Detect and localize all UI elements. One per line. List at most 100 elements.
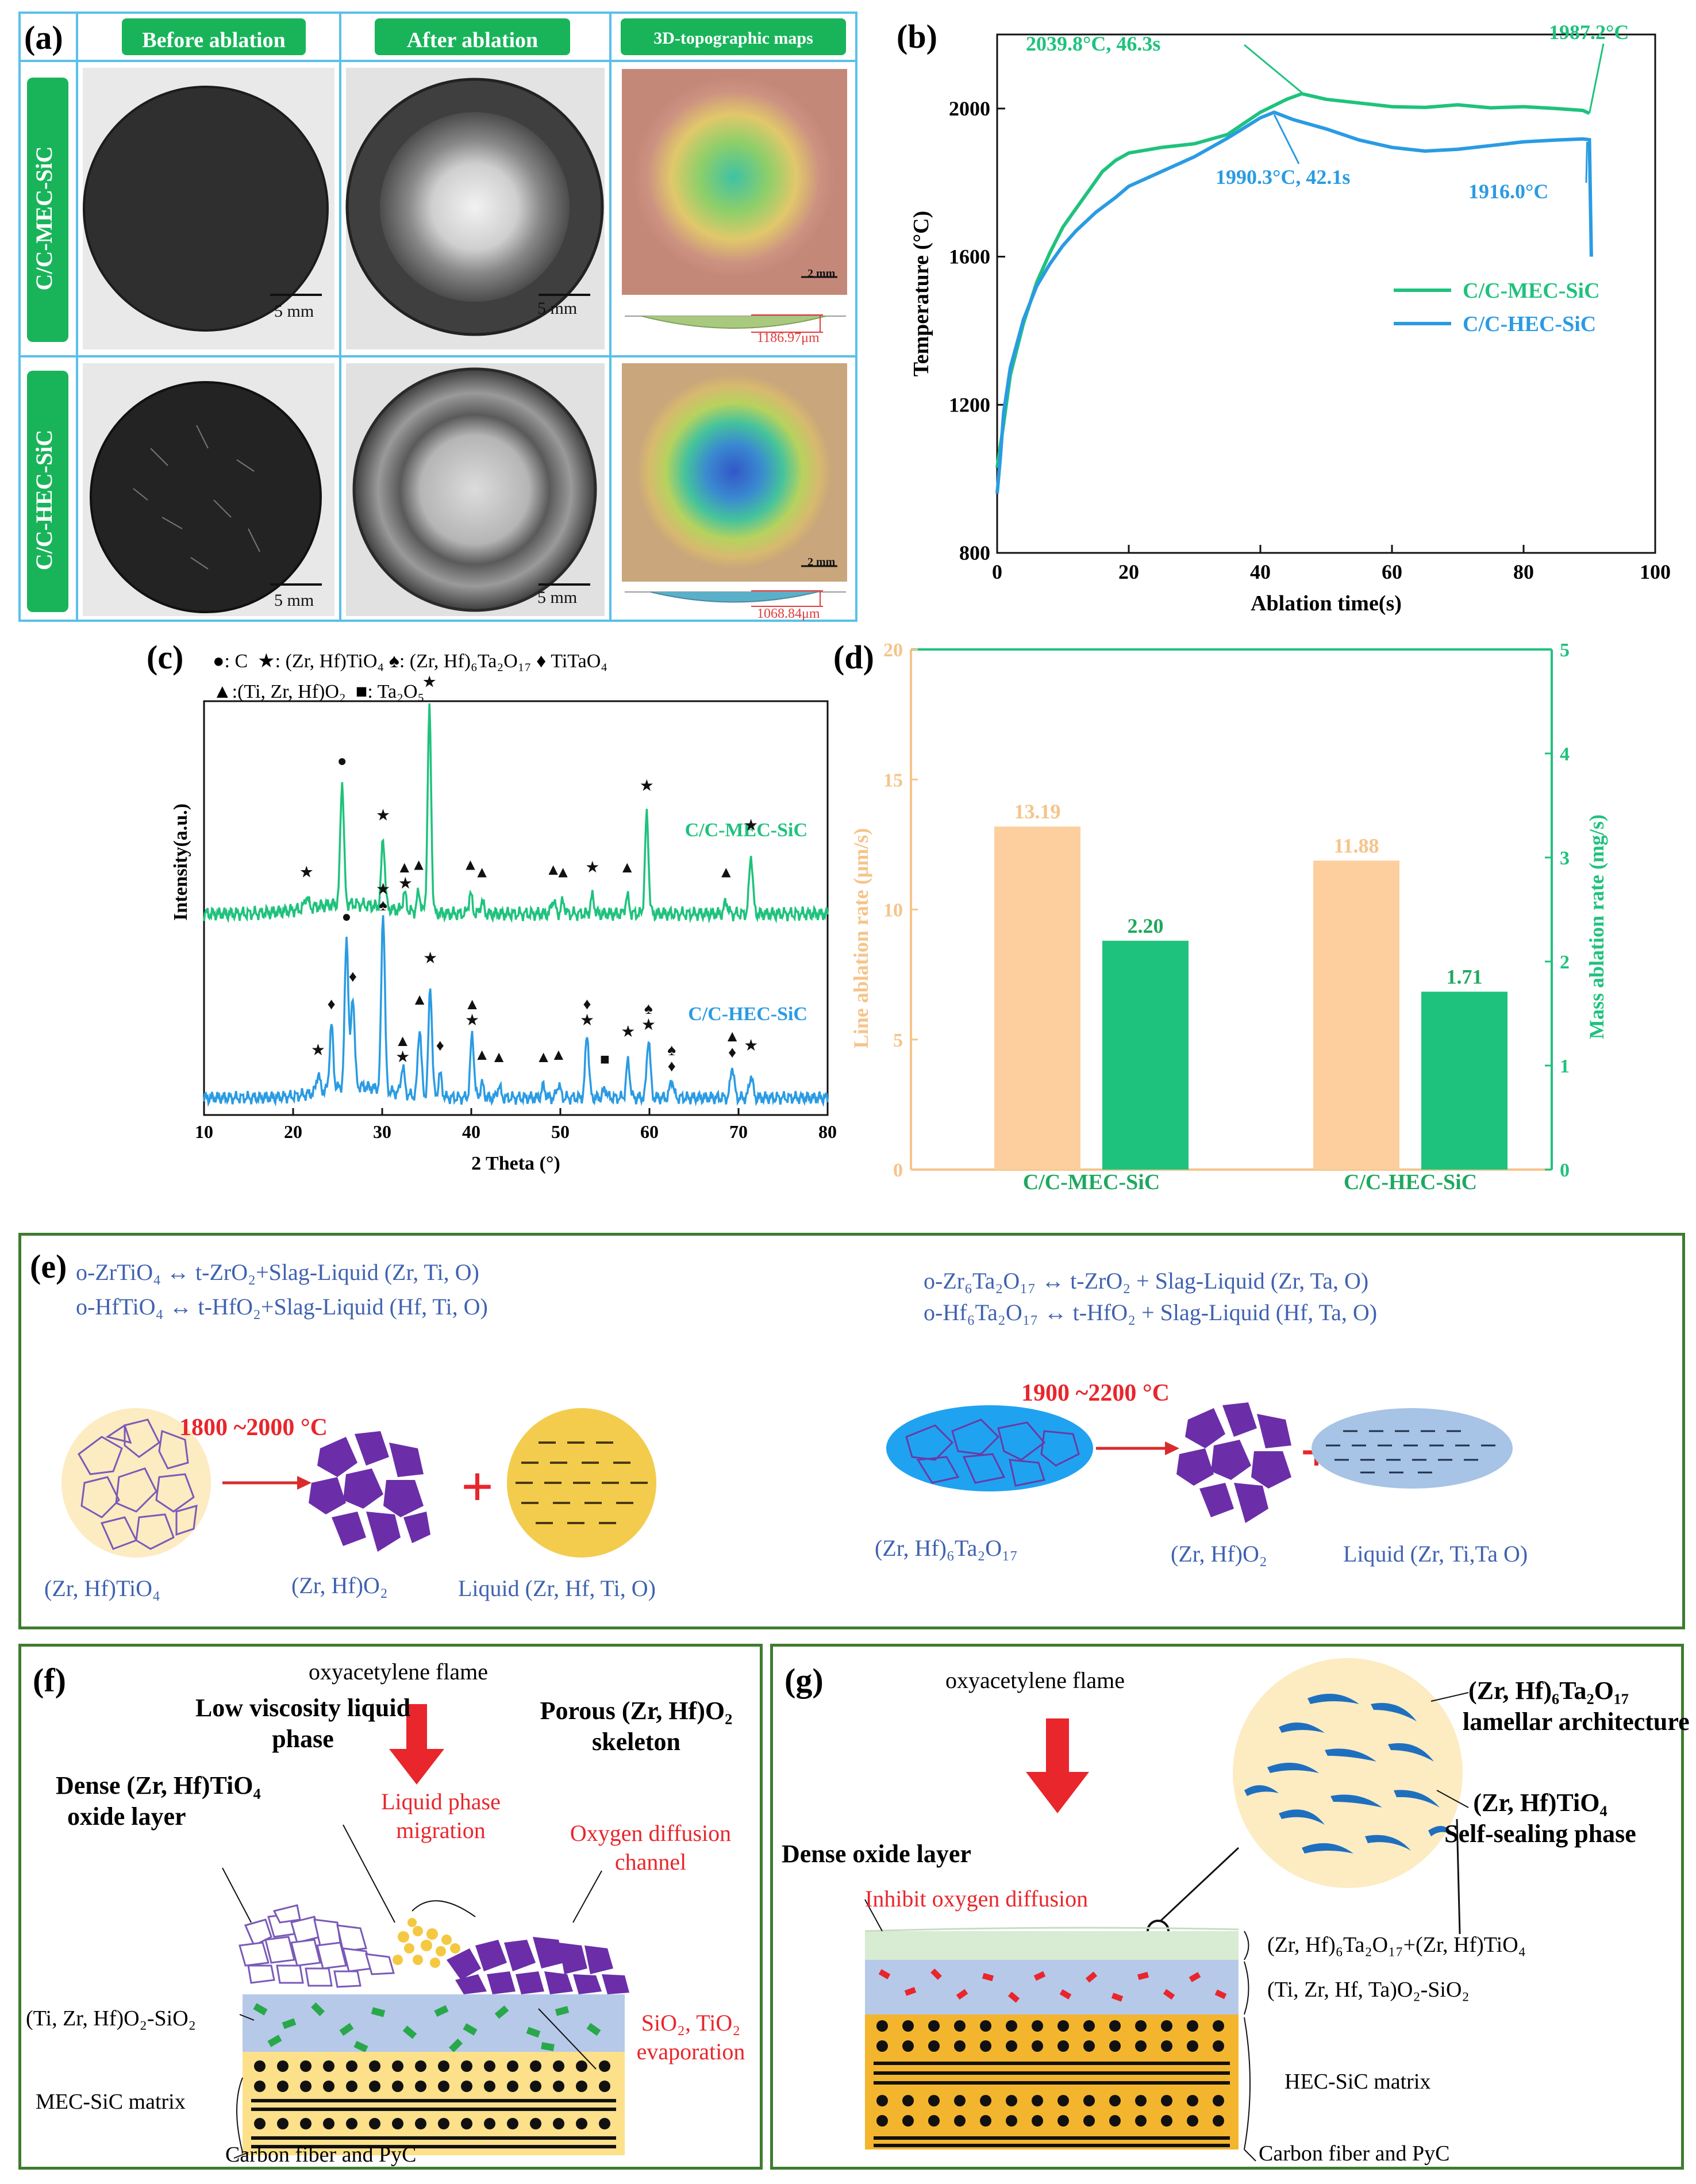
panel-f-label: (f) [33,1662,66,1699]
x-tick-label: 40 [1250,560,1271,583]
peak-marker: ★ [744,1037,758,1055]
panel-d-label: (d) [833,639,874,676]
peak-marker: ★ [641,1016,656,1034]
peak-marker: ▲ [724,1028,740,1045]
bar-value-label: 13.19 [1014,800,1061,823]
bar-line-ablation [994,826,1080,1170]
y-tick-label-left: 10 [883,900,903,921]
porous-label: Porous (Zr, Hf)O₂ skeleton [516,1695,757,1758]
x-tick-label: 40 [462,1121,480,1142]
peak-marker: ★ [311,1041,325,1059]
label-liquid-right: Liquid (Zr, Ti,Ta O) [1343,1541,1528,1567]
migration-line1: Liquid phase [381,1789,501,1814]
matrix-label: MEC-SiC matrix [36,2090,186,2114]
peak-marker: ♦ [668,1058,676,1075]
peak-marker: ■ [600,1051,610,1068]
annotation-hec-peak: 1990.3°C, 42.1s [1216,166,1350,189]
evap-line1: SiO₂, TiO₂ [641,2010,741,2036]
x-tick-label: 0 [992,560,1002,583]
panel-c-label: (c) [147,639,184,676]
bar-value-label: 2.20 [1128,914,1164,937]
selfseal-label: (Zr, Hf)TiO₄ Self-sealing phase [1411,1787,1670,1850]
oxy-line1: Oxygen diffusion [570,1820,732,1846]
evap-line2: evaporation [636,2039,745,2064]
peak-marker: ♦ [728,1044,736,1062]
oxide-layer-label: (Ti, Zr, Hf)O₂-SiO₂ [26,2006,196,2031]
lamellar-line2: lamellar architecture [1463,1708,1690,1736]
x-tick-label: 60 [1382,560,1402,583]
peak-marker: ▲ [718,864,734,882]
xrd-legend-line1: ●: C ★: (Zr, Hf)TiO₄ ♠: (Zr, Hf)₆Ta₂O₁₇ … [213,649,607,672]
peak-marker: ▲ [411,856,427,874]
legend-c-symbol: ● [213,651,225,672]
peak-marker: ★ [395,1048,410,1066]
oxygen-channel-label: Oxygen diffusion channel [553,1819,748,1877]
equation-left-2: o-HfTiO₄ ↔ t-HfO₂+Slag-Liquid (Hf, Ti, O… [76,1294,488,1320]
xrd-series-label: C/C-MEC-SiC [685,820,807,841]
legend-triangle-text: :(Ti, Zr, Hf)O₂ [232,681,346,702]
peak-marker: ● [337,752,347,770]
y-axis-label-right: Mass ablation rate (mg/s) [1585,814,1608,1039]
y-tick-label-right: 5 [1560,640,1570,661]
depth-label-mec: 1186.97μm [757,330,820,345]
bar-value-label: 1.71 [1447,965,1483,988]
panel-g: (g) oxyacetylene flame Dense oxide layer… [770,1644,1690,2170]
y-tick-label-right: 3 [1560,848,1570,869]
mid-layer-label: (Ti, Zr, Hf, Ta)O₂-SiO₂ [1267,1978,1470,2002]
peak-marker: ▲ [397,859,413,876]
legend-spade-text: : (Zr, Hf)₆Ta₂O₁₇ [399,651,532,672]
y-tick-label-left: 0 [893,1160,903,1181]
peak-marker: ★ [376,880,390,898]
peak-marker: ★ [585,859,599,876]
low-viscosity-label: Low viscosity liquid phase [142,1693,464,1755]
peak-marker: ▲ [545,861,562,879]
y-tick-label-right: 0 [1560,1160,1570,1181]
peak-marker: ▲ [491,1048,507,1066]
equation-left-1: o-ZrTiO₄ ↔ t-ZrO₂+Slag-Liquid (Zr, Ti, O… [76,1259,479,1285]
legend-star-text: : (Zr, Hf)TiO₄ [275,651,384,672]
x-tick-label: 60 [640,1121,659,1142]
lamellar-line1: (Zr, Hf)₆Ta₂O₁₇ [1468,1677,1629,1705]
selfseal-line1: (Zr, Hf)TiO₄ [1473,1789,1607,1817]
x-tick-label: 100 [1640,560,1671,583]
y-axis-label: Intensity(a.u.) [170,803,191,921]
porous-line2: skeleton [592,1728,680,1756]
label-zrhf6ta2o17: (Zr, Hf)₆Ta₂O₁₇ [875,1535,1018,1561]
panel-g-label: (g) [784,1662,824,1699]
legend-square-text: : Ta₂O₅ [367,681,425,702]
inhibit-label: Inhibit oxygen diffusion [865,1886,1089,1912]
top-layer-label: (Zr, Hf)₆Ta₂O₁₇+(Zr, Hf)TiO₄ [1267,1933,1526,1957]
series-line-mec [995,91,1590,468]
peak-marker: ★ [376,807,390,825]
panel-a-svg [18,11,857,622]
annotation-leader [1273,114,1300,164]
peak-marker: ★ [423,949,437,967]
annotation-mec-end: 1987.2°C [1549,21,1629,44]
migration-label: Liquid phase migration [372,1787,510,1845]
temperature-chart: 0 20 40 60 80 100 800 1200 1600 2000 Ablation time… [909,21,1671,616]
peak-marker: ★ [640,777,654,795]
x-axis-label: 2 Theta (°) [471,1153,560,1174]
peak-marker: ▲ [411,991,428,1009]
peak-marker: ♦ [328,995,336,1013]
panel-e-svg: + [61,1402,1513,1558]
panel-b-label: (b) [897,18,937,55]
y-tick-label: 1200 [949,393,990,416]
x-tick-label: 80 [1513,560,1534,583]
annotation-leader [1589,43,1605,114]
x-axis-label: Ablation time(s) [1251,591,1402,616]
fiber-label: Carbon fiber and PyC [225,2143,417,2167]
equation-right-1: o-Zr₆Ta₂O₁₇ ↔ t-ZrO₂ + Slag-Liquid (Zr, … [924,1268,1369,1294]
peak-marker: ★ [422,673,437,691]
scale-bar-label: 2 mm [807,556,836,568]
legend-square-symbol: ■ [355,681,368,702]
peak-marker: ★ [621,1023,635,1041]
peak-marker: ♦ [349,968,357,986]
y-tick-label: 2000 [949,97,990,120]
panel-d: 0 5 10 15 20 0 1 2 3 4 5 Line ablation rate (μm/s) M… [828,638,1690,1194]
panel-a-label: (a) [24,19,63,56]
header-before-ablation: Before ablation [142,28,286,52]
header-3d-maps: 3D-topographic maps [653,29,813,48]
row-label-mec: C/C-MEC-SiC [31,146,57,291]
temp-range-left: 1800 ~2000 °C [179,1414,328,1441]
